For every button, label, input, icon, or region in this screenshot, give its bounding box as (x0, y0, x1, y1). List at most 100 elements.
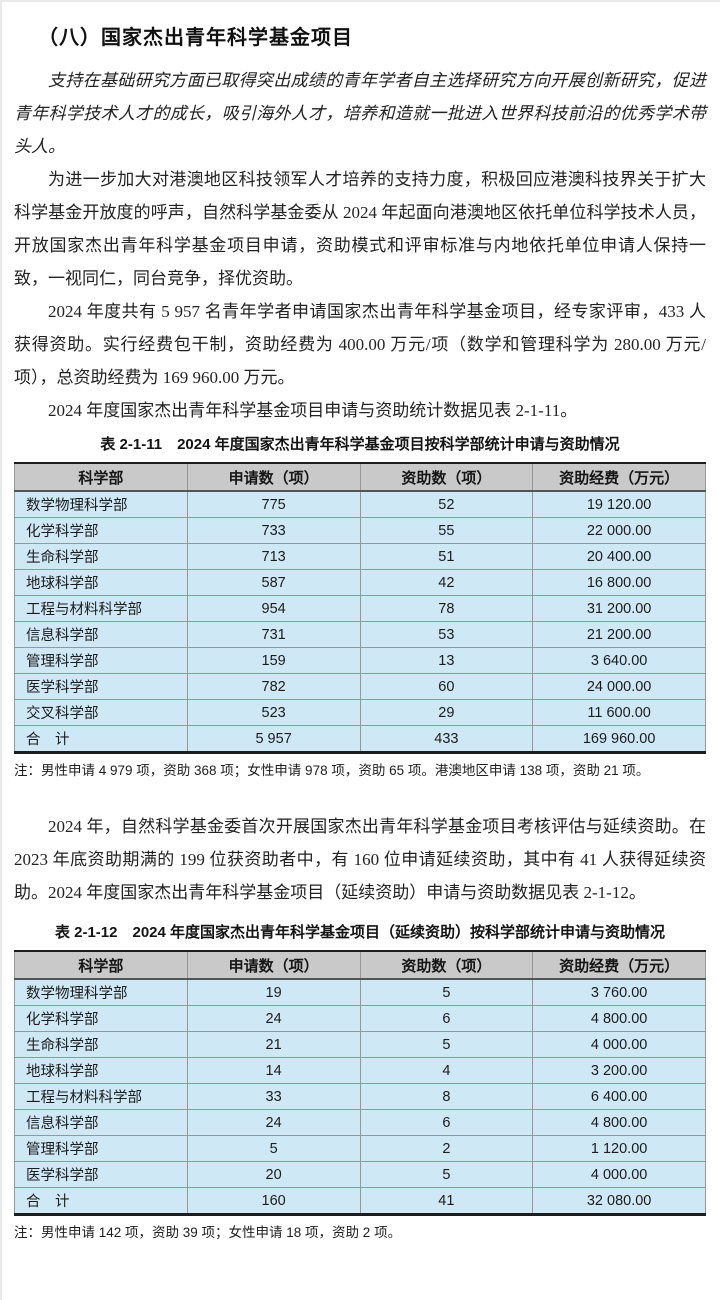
table-cell: 41 (359, 1187, 534, 1215)
column-header: 申请数（项） (186, 950, 361, 980)
table-row: 工程与材料科学部 33 8 6 400.00 (14, 1083, 706, 1110)
table-cell: 13 (359, 647, 534, 674)
table-cell: 19 120.00 (532, 490, 706, 518)
table-cell: 21 200.00 (532, 621, 706, 648)
table-cell: 1 120.00 (532, 1135, 706, 1162)
table-cell: 52 (359, 490, 534, 518)
table-cell: 5 957 (186, 725, 361, 753)
table-cell: 775 (186, 490, 361, 518)
table-row: 地球科学部 14 4 3 200.00 (14, 1057, 706, 1084)
table-cell: 6 400.00 (532, 1083, 706, 1110)
table-cell: 19 (186, 978, 361, 1006)
table-cell: 11 600.00 (532, 699, 706, 726)
table-cell: 24 (186, 1005, 361, 1032)
table-cell: 4 000.00 (532, 1161, 706, 1188)
table-cell: 数学物理科学部 (14, 978, 188, 1006)
table-row: 管理科学部 159 13 3 640.00 (14, 647, 706, 674)
table-cell: 733 (186, 517, 361, 544)
table-row: 数学物理科学部 19 5 3 760.00 (14, 978, 706, 1006)
table-row: 交叉科学部 523 29 11 600.00 (14, 699, 706, 726)
table-cell: 合 计 (14, 1187, 188, 1215)
table-cell: 22 000.00 (532, 517, 706, 544)
table-cell: 生命科学部 (14, 1031, 188, 1058)
table-cell: 化学科学部 (14, 1005, 188, 1032)
table-cell: 60 (359, 673, 534, 700)
table-cell: 3 640.00 (532, 647, 706, 674)
table-cell: 3 200.00 (532, 1057, 706, 1084)
table-cell: 5 (359, 1031, 534, 1058)
table2-note: 注：男性申请 142 项，资助 39 项；女性申请 18 项，资助 2 项。 (14, 1225, 402, 1240)
column-header: 资助数（项） (359, 950, 534, 980)
column-header: 资助数（项） (359, 462, 534, 492)
table-cell: 8 (359, 1083, 534, 1110)
table-cell: 地球科学部 (14, 569, 188, 596)
table-cell: 合 计 (14, 725, 188, 753)
table-total-row: 合 计 160 41 32 080.00 (14, 1187, 706, 1215)
header-row: 科学部 申请数（项） 资助数（项） 资助经费（万元） (14, 462, 706, 492)
table-cell: 29 (359, 699, 534, 726)
report-page: （八）国家杰出青年科学基金项目 支持在基础研究方面已取得突出成绩的青年学者自主选… (14, 27, 706, 1242)
header-row: 科学部 申请数（项） 资助数（项） 资助经费（万元） (14, 950, 706, 980)
column-header: 申请数（项） (186, 462, 361, 492)
table-cell: 管理科学部 (14, 1135, 188, 1162)
table-row: 化学科学部 733 55 22 000.00 (14, 517, 706, 544)
table-cell: 433 (359, 725, 534, 753)
table1-block: 表 2-1-11 2024 年度国家杰出青年科学基金项目按科学部统计申请与资助情… (14, 435, 706, 780)
paragraph-renewal: 2024 年，自然科学基金委首次开展国家杰出青年科学基金项目考核评估与延续资助。… (14, 817, 706, 902)
table-cell: 587 (186, 569, 361, 596)
table-cell: 33 (186, 1083, 361, 1110)
table-cell: 159 (186, 647, 361, 674)
paragraph-stats: 2024 年度共有 5 957 名青年学者申请国家杰出青年科学基金项目，经专家评… (14, 302, 706, 387)
table-cell: 713 (186, 543, 361, 570)
table-cell: 4 (359, 1057, 534, 1084)
paragraph-intro: 支持在基础研究方面已取得突出成绩的青年学者自主选择研究方向开展创新研究，促进青年… (14, 71, 706, 156)
table-cell: 169 960.00 (532, 725, 706, 753)
table-cell: 生命科学部 (14, 543, 188, 570)
table-cell: 32 080.00 (532, 1187, 706, 1215)
table-cell: 731 (186, 621, 361, 648)
table-cell: 782 (186, 673, 361, 700)
table-cell: 31 200.00 (532, 595, 706, 622)
table-row: 生命科学部 713 51 20 400.00 (14, 543, 706, 570)
table-cell: 21 (186, 1031, 361, 1058)
table-row: 化学科学部 24 6 4 800.00 (14, 1005, 706, 1032)
table-cell: 管理科学部 (14, 647, 188, 674)
table-row: 管理科学部 5 2 1 120.00 (14, 1135, 706, 1162)
paragraph-hk-macao: 为进一步加大对港澳地区科技领军人才培养的支持力度，积极回应港澳科技界关于扩大科学… (14, 170, 706, 288)
table-row: 数学物理科学部 775 52 19 120.00 (14, 490, 706, 518)
table-cell: 4 000.00 (532, 1031, 706, 1058)
table-row: 生命科学部 21 5 4 000.00 (14, 1031, 706, 1058)
column-header: 资助经费（万元） (532, 950, 706, 980)
table-cell: 信息科学部 (14, 621, 188, 648)
table-cell: 5 (359, 978, 534, 1006)
table-cell: 化学科学部 (14, 517, 188, 544)
table-cell: 53 (359, 621, 534, 648)
table2-block: 表 2-1-12 2024 年度国家杰出青年科学基金项目（延续资助）按科学部统计… (14, 923, 706, 1242)
table-cell: 2 (359, 1135, 534, 1162)
column-header: 资助经费（万元） (532, 462, 706, 492)
table-cell: 20 (186, 1161, 361, 1188)
table-cell: 78 (359, 595, 534, 622)
table-cell: 954 (186, 595, 361, 622)
table-cell: 3 760.00 (532, 978, 706, 1006)
table-cell: 医学科学部 (14, 1161, 188, 1188)
table-cell: 4 800.00 (532, 1005, 706, 1032)
table1-note: 注：男性申请 4 979 项，资助 368 项；女性申请 978 项，资助 65… (14, 763, 650, 778)
table-cell: 14 (186, 1057, 361, 1084)
section-heading: （八）国家杰出青年科学基金项目 (38, 27, 353, 49)
table-cell: 地球科学部 (14, 1057, 188, 1084)
table-cell: 5 (186, 1135, 361, 1162)
table-cell: 51 (359, 543, 534, 570)
table-cell: 55 (359, 517, 534, 544)
table-cell: 6 (359, 1005, 534, 1032)
table-row: 信息科学部 731 53 21 200.00 (14, 621, 706, 648)
column-header: 科学部 (14, 950, 188, 980)
column-header: 科学部 (14, 462, 188, 492)
table-row: 医学科学部 782 60 24 000.00 (14, 673, 706, 700)
table-cell: 工程与材料科学部 (14, 595, 188, 622)
table1-title: 表 2-1-11 2024 年度国家杰出青年科学基金项目按科学部统计申请与资助情… (100, 436, 620, 453)
table-row: 信息科学部 24 6 4 800.00 (14, 1109, 706, 1136)
table-cell: 42 (359, 569, 534, 596)
table-cell: 24 (186, 1109, 361, 1136)
table-row: 医学科学部 20 5 4 000.00 (14, 1161, 706, 1188)
